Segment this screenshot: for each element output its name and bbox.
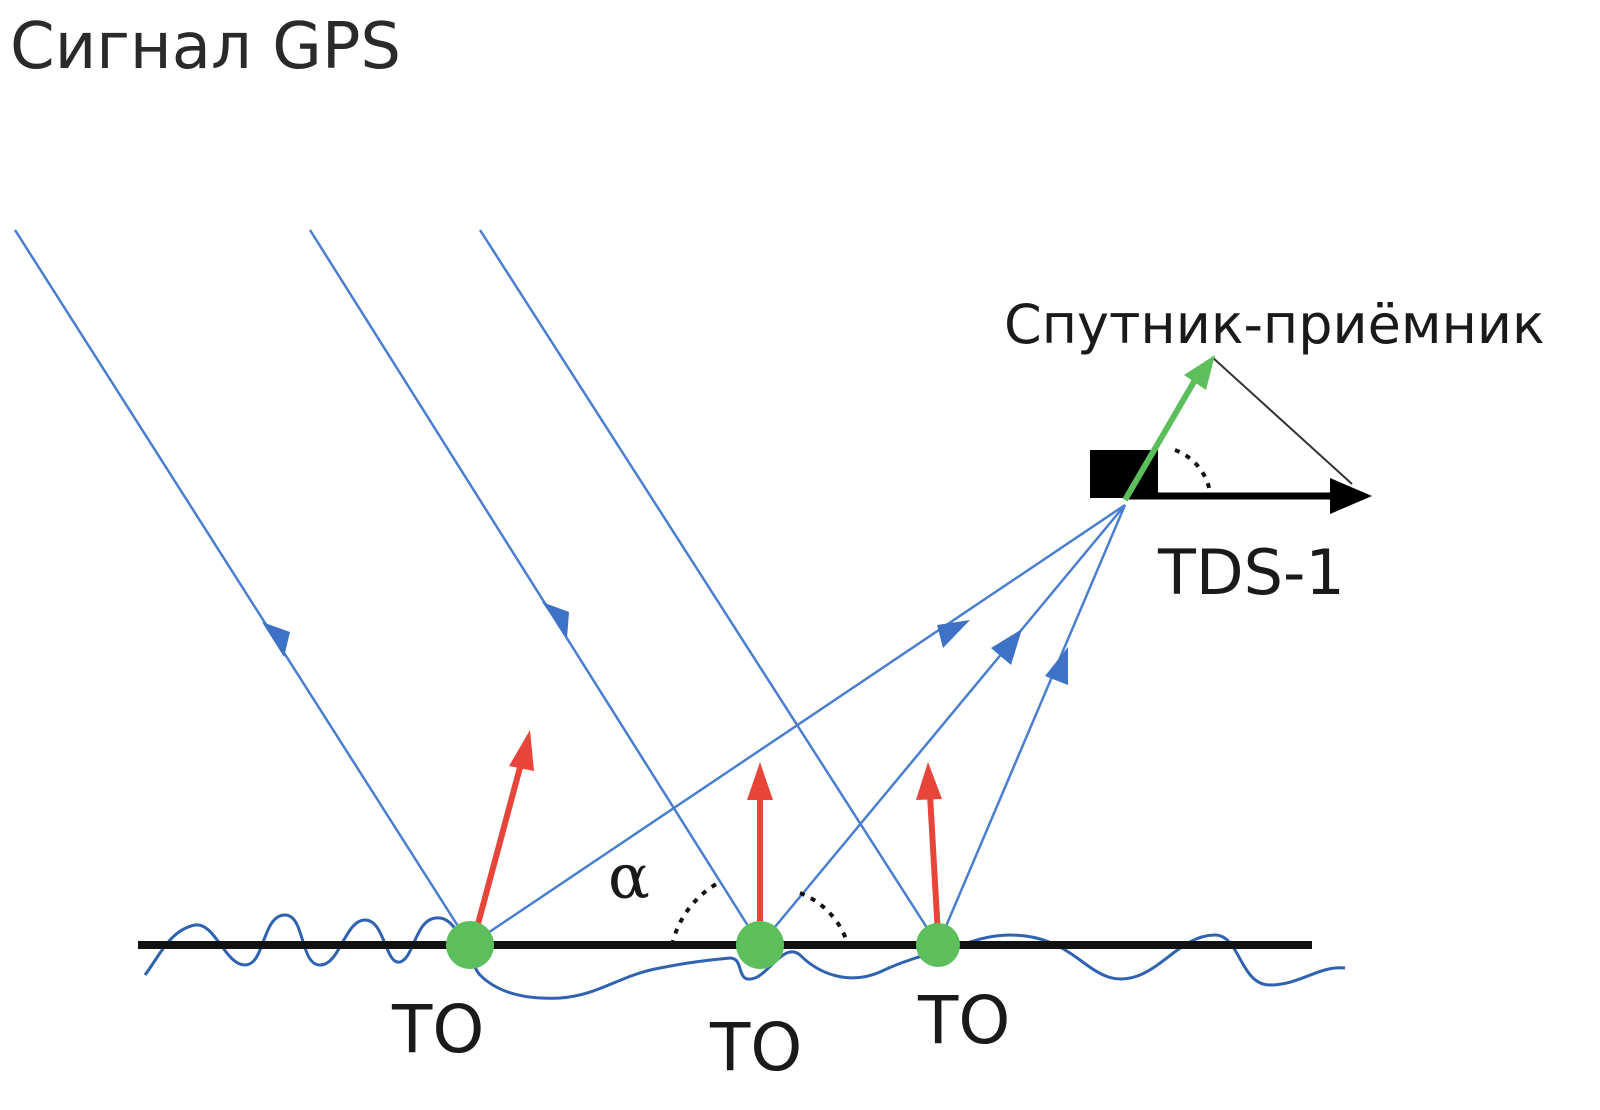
normal-arrow-3-head	[916, 762, 942, 800]
reflected-arrowhead-1	[937, 620, 970, 648]
normal-arrow-1-head	[509, 730, 534, 771]
reflection-point-3	[916, 923, 960, 967]
reflected-arrowhead-2	[991, 629, 1022, 665]
angle-arc-1	[670, 880, 721, 946]
normal-arrow-2-head	[747, 762, 773, 800]
receiver-label: Спутник-приёмник	[1004, 293, 1545, 356]
incident-ray-1	[13, 229, 472, 946]
angle-alpha-label: α	[608, 840, 650, 913]
reflected-rays	[469, 503, 1127, 947]
incident-ray-3	[478, 229, 940, 946]
rough-sea-surface	[143, 913, 1346, 1000]
reflected-ray-2	[759, 504, 1126, 946]
incident-rays	[13, 229, 940, 946]
diagram-title: Сигнал GPS	[10, 10, 401, 84]
normal-arrow-1-shaft	[472, 759, 525, 936]
incident-arrowhead-2	[542, 602, 569, 638]
reflected-arrowheads	[937, 620, 1068, 685]
normal-arrow-3-shaft	[927, 794, 941, 936]
satellite-angle-arc	[1174, 448, 1212, 493]
normal-arrows	[472, 730, 942, 936]
reflected-ray-1	[469, 503, 1126, 947]
reflected-arrowhead-3	[1045, 647, 1068, 685]
reflection-points	[446, 921, 960, 969]
incident-arrowhead-1	[262, 622, 290, 657]
incident-arrowheads	[262, 602, 569, 657]
receiver-satellite	[1090, 355, 1372, 514]
satellite-name-label: TDS-1	[1157, 536, 1345, 609]
satellite-pointing-line	[1211, 356, 1353, 485]
reflection-point-label-2: ТО	[709, 1009, 802, 1086]
satellite-antenna-arrowhead	[1184, 355, 1215, 390]
reflection-point-2	[736, 921, 784, 969]
reflection-point-label-1: ТО	[391, 991, 484, 1068]
angle-arc-2	[799, 891, 850, 946]
incident-ray-2	[308, 229, 762, 946]
reflected-ray-3	[936, 504, 1127, 946]
satellite-velocity-arrowhead	[1330, 478, 1372, 514]
reflection-point-1	[446, 921, 494, 969]
reflection-point-label-3: ТО	[917, 982, 1010, 1059]
satellite-antenna-shaft	[1122, 378, 1198, 502]
